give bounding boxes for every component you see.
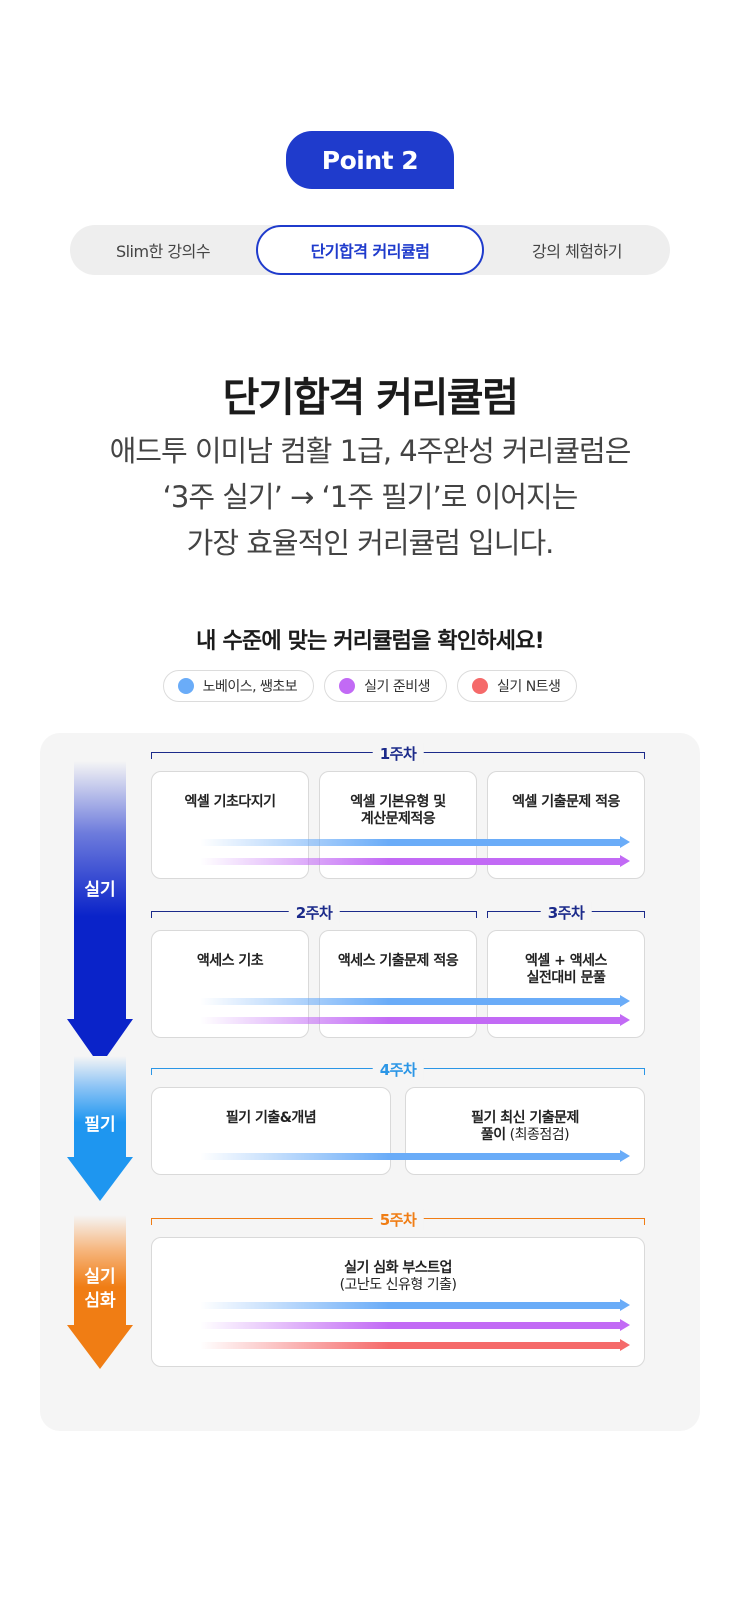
page-title: 단기합격 커리큘럼 [222, 375, 519, 421]
legend-label: 실기 N트생 [496, 679, 561, 695]
card-title: 엑셀 기출문제 적응 [512, 794, 620, 810]
card-title: 액세스 기출문제 적응 [337, 953, 459, 969]
stage-label: 실기 심화 [84, 1267, 116, 1311]
card-note: (고난도 신유형 기출) [339, 1277, 457, 1293]
week-label: 1주차 [372, 743, 424, 764]
card-title: 필기 기출&개념 [225, 1110, 317, 1126]
flow-arrow-practical-prep [200, 1319, 630, 1331]
week-label: 2주차 [288, 902, 340, 923]
tab-lecture-trial[interactable]: 강의 체험하기 [532, 242, 622, 261]
description-line: 애드투 이미남 컴활 1급, 4주완성 커리큘럼은 [109, 434, 632, 468]
red-dot-icon [471, 678, 488, 694]
week-4-bracket: 4주차 [151, 1059, 645, 1080]
section-subtitle: 내 수준에 맞는 커리큘럼을 확인하세요! [196, 629, 545, 654]
curriculum-card: 필기 기출&개념 [151, 1087, 391, 1175]
card-title: 엑셀 + 액세스 [525, 953, 607, 969]
week-2-bracket: 2주차 [151, 902, 477, 923]
card-title: 실기 심화 부스트업 [344, 1260, 452, 1276]
card-title: 실전대비 문풀 [526, 970, 606, 986]
description-line: 가장 효율적인 커리큘럼 입니다. [186, 526, 555, 560]
week-label: 4주차 [372, 1059, 424, 1080]
purple-dot-icon [339, 678, 356, 694]
description: 애드투 이미남 컴활 1급, 4주완성 커리큘럼은 ‘3주 실기’ → ‘1주 … [0, 428, 740, 566]
stage-arrow-written: 필기 [67, 1056, 133, 1202]
flow-arrow-beginner [200, 836, 630, 848]
curriculum-card: 필기 최신 기출문제 풀이 (최종점검) [405, 1087, 645, 1175]
tab-short-term-curriculum[interactable]: 단기합격 커리큘럼 [256, 225, 484, 275]
flow-arrow-practical-prep [200, 855, 630, 867]
stage-label: 실기 [84, 880, 116, 900]
card-title: 풀이 [480, 1127, 506, 1143]
week-3-bracket: 3주차 [487, 902, 645, 923]
stage-arrow-practical: 실기 [67, 761, 133, 1066]
week-label: 5주차 [372, 1209, 424, 1230]
card-title: 엑셀 기초다지기 [184, 794, 276, 810]
card-title: 엑셀 기본유형 및 [350, 794, 446, 810]
flow-arrow-practical-prep [200, 1014, 630, 1026]
legend-item-practical-prep: 실기 준비생 [324, 670, 447, 702]
stage-label: 필기 [84, 1115, 116, 1135]
point-badge: Point 2 [286, 131, 454, 189]
description-line: ‘3주 실기’ → ‘1주 필기’로 이어지는 [162, 480, 579, 514]
flow-arrow-repeat-taker [200, 1339, 630, 1351]
flow-arrow-beginner [200, 995, 630, 1007]
flow-arrow-beginner [200, 1299, 630, 1311]
flow-arrow-beginner [200, 1150, 630, 1162]
curriculum-panel: 실기 필기 실기 심화 1주차 엑셀 기초다지기 엑셀 기본유형 및 계산문제적… [40, 733, 700, 1431]
legend: 노베이스, 쌩초보 실기 준비생 실기 N트생 [0, 670, 740, 702]
card-note: (최종점검) [505, 1127, 570, 1143]
week-5-bracket: 5주차 [151, 1209, 645, 1230]
legend-item-beginner: 노베이스, 쌩초보 [162, 670, 315, 702]
card-title: 필기 최신 기출문제 [471, 1110, 579, 1126]
tab-bar: Slim한 강의수 단기합격 커리큘럼 강의 체험하기 [70, 225, 670, 275]
tab-slim-lectures[interactable]: Slim한 강의수 [115, 242, 211, 261]
card-title: 액세스 기초 [196, 953, 264, 969]
legend-label: 노베이스, 쌩초보 [202, 679, 298, 695]
week-1-bracket: 1주차 [151, 743, 645, 764]
stage-arrow-advanced: 실기 심화 [67, 1215, 133, 1369]
legend-label: 실기 준비생 [364, 679, 430, 695]
card-title: 계산문제적응 [360, 811, 436, 827]
week-label: 3주차 [540, 902, 592, 923]
legend-item-repeat-taker: 실기 N트생 [456, 670, 578, 702]
blue-dot-icon [177, 678, 194, 694]
